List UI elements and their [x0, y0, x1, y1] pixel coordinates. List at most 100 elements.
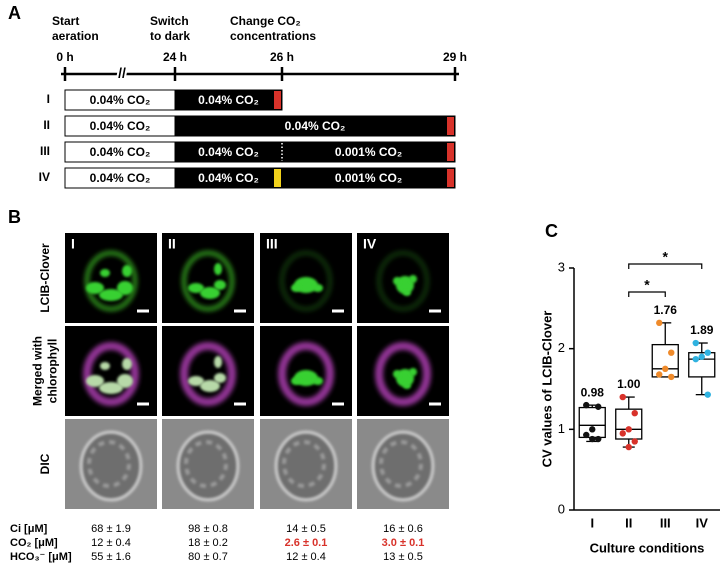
- table-cell: 98 ± 0.8: [188, 523, 228, 535]
- event-label: Start: [52, 14, 79, 28]
- x-tick-label: IV: [696, 515, 709, 530]
- data-point: [595, 403, 602, 410]
- table-cell: 12 ± 0.4: [91, 537, 131, 549]
- table-cell: 12 ± 0.4: [286, 551, 326, 563]
- panel-label: C: [545, 221, 558, 241]
- event-label: to dark: [150, 29, 190, 43]
- data-point: [656, 371, 663, 378]
- mean-label: 1.89: [690, 323, 714, 337]
- chloroplast-signal: [86, 375, 104, 387]
- data-point: [668, 373, 675, 381]
- significance-bracket: [628, 263, 703, 269]
- data-point: [668, 349, 675, 356]
- chloroplast-signal: [313, 284, 323, 292]
- data-point: [692, 339, 699, 347]
- data-point: [698, 353, 705, 360]
- data-point: [662, 365, 669, 373]
- significance-label: *: [663, 249, 669, 265]
- time-label: 24 h: [163, 50, 187, 64]
- chloroplast-signal: [403, 290, 411, 296]
- chloroplast-signal: [393, 370, 401, 378]
- chloroplast-signal: [188, 283, 204, 293]
- table-cell: 18 ± 0.2: [188, 537, 228, 549]
- table-cell: 16 ± 0.6: [383, 523, 423, 535]
- cell-outline: [279, 250, 333, 312]
- segment: [281, 167, 456, 189]
- table-cell: 3.0 ± 0.1: [382, 537, 425, 549]
- row-label: IV: [39, 170, 50, 184]
- table-cell: 68 ± 1.9: [91, 523, 131, 535]
- chloroplast-signal: [291, 377, 301, 385]
- chloroplast-signal: [86, 282, 104, 294]
- mean-label: 0.98: [581, 385, 605, 399]
- micrograph: [260, 419, 352, 509]
- box: [578, 406, 606, 439]
- data-point: [595, 435, 602, 443]
- segment-label: 0.001% CO₂: [335, 145, 402, 159]
- segment-label: 0.04% CO₂: [285, 119, 346, 133]
- chloroplast-signal: [117, 374, 133, 388]
- significance-bracket: [628, 291, 666, 297]
- cell-outline: [375, 342, 431, 406]
- cell-outline: [83, 342, 139, 406]
- row-label: DIC: [38, 453, 52, 474]
- y-tick-label: 1: [558, 421, 565, 436]
- table-row-label: Ci [μM]: [10, 523, 48, 535]
- chloroplast-signal: [214, 263, 222, 275]
- data-point: [704, 391, 711, 398]
- segment: [174, 89, 283, 111]
- micrograph: [162, 419, 254, 509]
- segment: [174, 115, 456, 137]
- segment-label: 0.04% CO₂: [90, 145, 151, 159]
- data-point: [583, 401, 590, 409]
- marker: [447, 169, 454, 187]
- row-label: III: [40, 144, 50, 158]
- marker: [447, 143, 454, 161]
- segment-label: 0.04% CO₂: [198, 171, 259, 185]
- micrograph: [357, 326, 449, 416]
- cell-outline: [180, 342, 236, 406]
- micrograph: [260, 233, 352, 323]
- cell-outline: [84, 250, 138, 312]
- cell-outline: [181, 250, 235, 312]
- box: [651, 343, 679, 378]
- row-label: LCIB-Clover: [38, 243, 52, 313]
- event-label: Change CO₂: [230, 14, 301, 28]
- data-point: [583, 431, 590, 439]
- table-cell: 2.6 ± 0.1: [285, 537, 328, 549]
- data-point: [589, 426, 596, 433]
- significance-label: *: [644, 277, 650, 293]
- mean-label: 1.76: [654, 303, 678, 317]
- event-label: Switch: [150, 14, 189, 28]
- panel-label: A: [8, 3, 21, 23]
- x-axis-title: Culture conditions: [590, 540, 705, 555]
- chloroplast-signal: [313, 377, 323, 385]
- column-label: II: [168, 236, 176, 252]
- chloroplast-signal: [99, 289, 123, 301]
- data-point: [625, 443, 632, 451]
- table-cell: 80 ± 0.7: [188, 551, 228, 563]
- chloroplast-signal: [100, 269, 110, 277]
- axis-break: //: [118, 65, 126, 81]
- micrograph: [65, 419, 157, 509]
- data-point: [631, 438, 638, 445]
- chloroplast-signal: [393, 277, 401, 285]
- x-tick-label: I: [590, 515, 594, 530]
- segment: [281, 141, 456, 163]
- mean-label: 1.00: [617, 377, 641, 391]
- x-tick-label: III: [660, 515, 671, 530]
- marker: [447, 117, 454, 135]
- time-label: 0 h: [56, 50, 73, 64]
- dic-texture: [87, 440, 131, 488]
- column-label: I: [71, 236, 75, 252]
- table-row-label: CO₂ [μM]: [10, 537, 58, 549]
- micrograph: [357, 233, 449, 323]
- chloroplast-signal: [200, 380, 220, 392]
- row-label: chlorophyll: [46, 339, 60, 404]
- row-label: Merged with: [31, 336, 45, 406]
- segment-label: 0.001% CO₂: [335, 171, 402, 185]
- column-label: III: [266, 236, 278, 252]
- data-point: [625, 426, 632, 433]
